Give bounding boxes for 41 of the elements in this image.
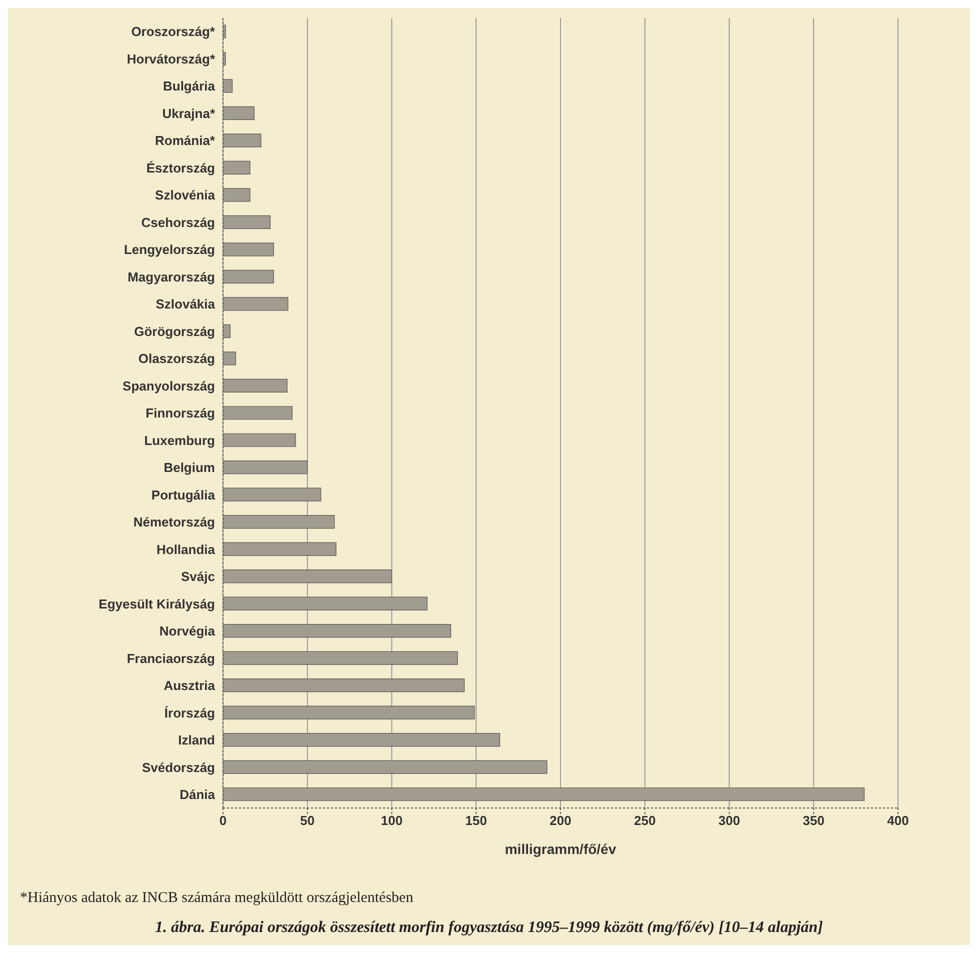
text: 1. ábra. Európai országok összesített morfin fogyasztása 1995–1999 között (mg/fő/év) [10–14 alapján] [154, 919, 824, 937]
y-tick-label: Spanyolország [122, 378, 216, 394]
y-tick-label: Románia* [155, 133, 216, 148]
y-tick-label: Magyarország [128, 269, 216, 284]
x-tick-label: 300 [718, 813, 740, 828]
y-tick-label: Szlovákia [156, 296, 216, 312]
y-tick-label: Bulgária [162, 78, 216, 94]
y-tick-label: Hollandia [156, 542, 216, 557]
y-tick-label: Svájc [181, 569, 215, 584]
y-tick-label: Ausztria [164, 678, 216, 694]
x-tick-label: 100 [380, 813, 403, 828]
x-tick-label: 50 [300, 813, 315, 828]
x-tick-label: 250 [634, 813, 656, 828]
y-tick-label: Horvátország* [126, 51, 216, 66]
y-tick-label: Olaszország [138, 351, 216, 366]
y-tick-label: Ukrajna* [162, 106, 216, 121]
x-tick-label: 350 [802, 813, 824, 828]
y-tick-label: Portugália [151, 487, 216, 502]
x-tick-label: 200 [550, 813, 572, 828]
y-tick-label: Csehország [141, 214, 216, 230]
y-tick-label: Lengyelország [124, 242, 216, 258]
y-tick-label: Belgium [164, 460, 215, 476]
x-axis-title: milligramm/fő/év [504, 841, 616, 857]
y-tick-label: Dánia [180, 786, 216, 802]
y-tick-label: Észtország [146, 160, 216, 176]
y-tick-label: Izland [178, 732, 216, 748]
y-tick-label: Görögország [134, 324, 216, 339]
x-tick-label: 400 [887, 813, 909, 828]
y-tick-label: Egyesült Királyság [98, 596, 216, 612]
x-tick-label: 0 [219, 813, 227, 828]
y-tick-label: Oroszország* [131, 24, 216, 40]
y-tick-label: Franciaország [126, 650, 216, 666]
y-tick-label: Szlovénia [155, 188, 216, 203]
y-tick-label: Norvégia [159, 624, 216, 639]
y-tick-label: Svédország [142, 760, 216, 775]
x-tick-label: 150 [465, 813, 487, 828]
text: *Hiányos adatok az INCB számára megküldött országjelentésben [20, 890, 414, 907]
y-tick-label: Németország [133, 514, 216, 530]
y-tick-label: Luxemburg [144, 432, 216, 448]
y-tick-label: Írország [164, 705, 216, 720]
y-tick-label: Finnország [146, 406, 216, 421]
